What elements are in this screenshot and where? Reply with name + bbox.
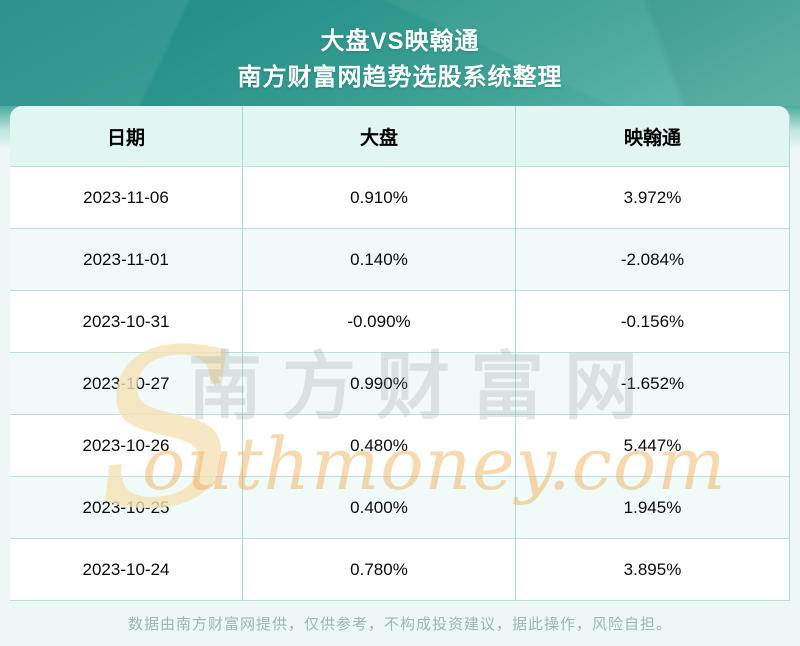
page-footer: 数据由南方财富网提供，仅供参考，不构成投资建议，据此操作，风险自担。 [0, 601, 800, 646]
table-header-row: 日期 大盘 映翰通 [10, 106, 789, 166]
date-cell: 2023-10-26 [10, 415, 243, 476]
market-change-cell: 0.910% [243, 167, 516, 228]
page-header: 大盘VS映翰通 南方财富网趋势选股系统整理 [0, 0, 800, 106]
table-row: 2023-10-26 0.480% 5.447% [10, 414, 789, 476]
table-row: 2023-11-06 0.910% 3.972% [10, 166, 789, 228]
table-row: 2023-10-24 0.780% 3.895% [10, 538, 789, 600]
comparison-table: 日期 大盘 映翰通 2023-11-06 0.910% 3.972% 2023-… [10, 106, 790, 601]
stock-change-cell: -0.156% [620, 311, 685, 331]
market-change-cell: 0.400% [243, 477, 516, 538]
table-row: 2023-10-27 0.990% -1.652% [10, 352, 789, 414]
date-cell: 2023-10-27 [10, 353, 243, 414]
column-header-market: 大盘 [243, 106, 516, 166]
market-change-cell: 0.140% [243, 229, 516, 290]
market-change-cell: 0.780% [243, 539, 516, 600]
column-header-stock: 映翰通 [623, 127, 681, 149]
market-change-cell: -0.090% [243, 291, 516, 352]
date-cell: 2023-11-06 [10, 167, 243, 228]
disclaimer-text: 数据由南方财富网提供，仅供参考，不构成投资建议，据此操作，风险自担。 [127, 616, 672, 633]
table-row: 2023-10-25 0.400% 1.945% [10, 476, 789, 538]
date-cell: 2023-10-25 [10, 477, 243, 538]
date-cell: 2023-11-01 [10, 229, 243, 290]
page-title: 大盘VS映翰通 [320, 28, 480, 55]
table-row: 2023-11-01 0.140% -2.084% [10, 228, 789, 290]
page-subtitle: 南方财富网趋势选股系统整理 [237, 64, 563, 91]
stock-change-cell: 3.972% [623, 187, 682, 207]
date-cell: 2023-10-31 [10, 291, 243, 352]
column-header-date: 日期 [10, 106, 243, 166]
stock-change-cell: 1.945% [623, 497, 682, 517]
stock-change-cell: -1.652% [620, 373, 685, 393]
market-change-cell: 0.990% [243, 353, 516, 414]
stock-change-cell: 5.447% [623, 435, 682, 455]
date-cell: 2023-10-24 [10, 539, 243, 600]
market-change-cell: 0.480% [243, 415, 516, 476]
stock-change-cell: -2.084% [620, 249, 685, 269]
stock-change-cell: 3.895% [623, 559, 682, 579]
table-row: 2023-10-31 -0.090% -0.156% [10, 290, 789, 352]
